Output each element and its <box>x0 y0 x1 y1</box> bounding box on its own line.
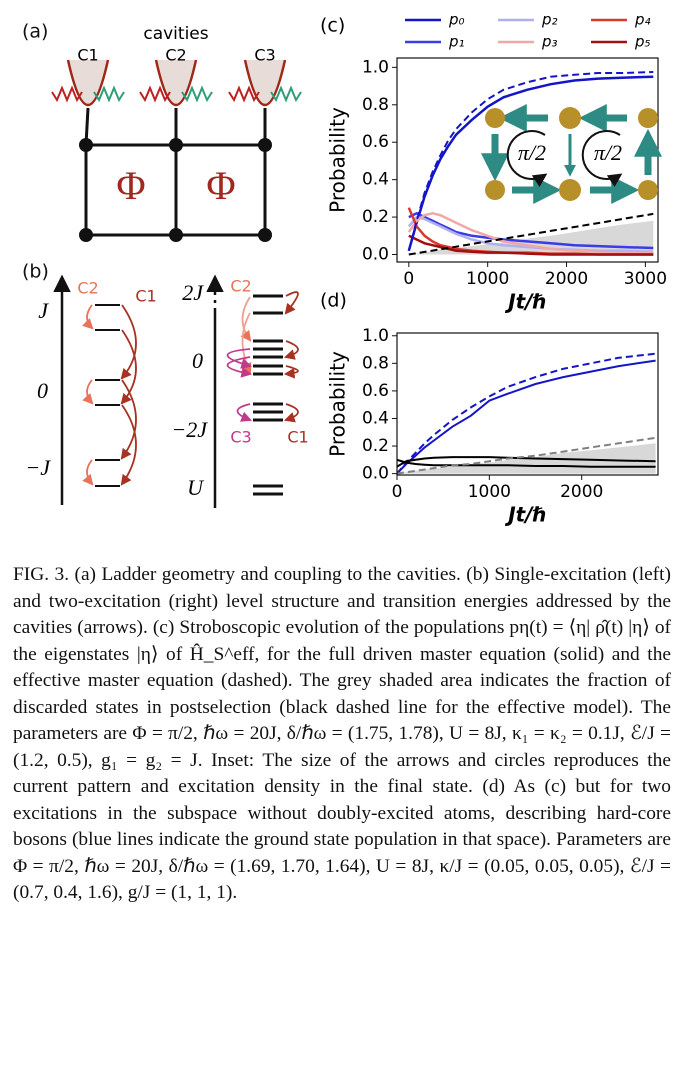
caption: FIG. 3. (a) Ladder geometry and coupling… <box>13 564 671 903</box>
current-arrows <box>481 104 662 204</box>
panel-label: (c) <box>320 15 345 37</box>
y-tick-label: 0.8 <box>362 353 389 373</box>
energy-label: U <box>187 475 205 500</box>
cavity-wells <box>66 59 287 107</box>
levels <box>253 294 283 496</box>
effective-line <box>397 436 656 475</box>
cavity-label: C1 <box>77 46 98 65</box>
series-line <box>407 212 654 254</box>
energy-label: 2J <box>182 280 204 305</box>
cavity-label: C2 <box>77 279 98 298</box>
y-tick-label: 1.0 <box>362 57 389 77</box>
x-tick-label: 0 <box>392 482 403 502</box>
energy-label: 0 <box>37 378 48 403</box>
sites <box>79 138 272 242</box>
x-tick-label: 2000 <box>560 482 603 502</box>
cavity-label: C1 <box>135 287 156 306</box>
plot-frame <box>396 332 659 476</box>
y-tick-label: 0.2 <box>362 436 389 456</box>
y-tick-label: 0.6 <box>362 381 389 401</box>
y-tick-label: 0.4 <box>362 170 389 190</box>
panel-a: (a) cavities C1 C2 C3 Φ Φ <box>22 21 302 242</box>
plot-area: 0.0 0.2 0.4 0.6 0.8 1.0 0 1000 2000 3000 Jt/ℏ Proba… <box>320 11 667 314</box>
x-tick-label: 1000 <box>468 482 511 502</box>
effective-line <box>407 71 654 252</box>
effective-line <box>408 212 654 256</box>
y-axis-label: Probability <box>326 107 350 213</box>
y-tick-label: 0.0 <box>362 464 389 484</box>
y-tick-label: 1.0 <box>362 326 389 346</box>
effective-line <box>397 352 656 475</box>
cavity-label: C3 <box>254 46 275 65</box>
legend-label: p₄ <box>634 11 651 29</box>
effective-line <box>397 458 656 468</box>
panel-label: (b) <box>22 261 49 283</box>
energy-label: −2J <box>171 417 208 442</box>
y-tick-label: 0.8 <box>362 95 389 115</box>
x-tick-label: 3000 <box>624 269 667 289</box>
plot-marks <box>397 352 656 475</box>
legend-label: p₃ <box>541 33 558 51</box>
plot-marks <box>407 71 654 256</box>
plot-frame <box>396 57 659 263</box>
photon-waves <box>51 85 302 103</box>
panel-label: (a) <box>22 21 48 43</box>
ladder <box>84 107 267 237</box>
transition-arrows <box>226 291 299 423</box>
cavity-label: C2 <box>165 46 186 65</box>
legend-label: p₅ <box>634 33 651 51</box>
series-line <box>408 211 654 250</box>
effective-line <box>397 359 656 475</box>
x-axis-label: Jt/ℏ <box>504 503 547 527</box>
y-tick-label: 0.4 <box>362 408 389 428</box>
cavities-title: cavities <box>143 24 208 44</box>
x-axis-label: Jt/ℏ <box>504 290 547 314</box>
legend-label: p₁ <box>448 33 465 51</box>
flux-label: Φ <box>206 163 235 208</box>
figure: (a) cavities C1 C2 C3 Φ Φ (b) J 0 −J C2 … <box>22 11 667 527</box>
inset-label: π/2 <box>594 140 622 165</box>
x-tick-label: 2000 <box>545 269 588 289</box>
effective-line <box>397 456 656 468</box>
transition-arrows <box>82 304 137 486</box>
y-axis-label: Probability <box>326 351 350 457</box>
levels <box>95 304 120 487</box>
cavity-label: C2 <box>230 277 251 296</box>
inset-label: π/2 <box>518 140 546 165</box>
energy-label: J <box>38 298 49 323</box>
x-tick-label: 0 <box>403 269 414 289</box>
inset: π/2 π/2 <box>481 104 662 204</box>
panel-label: (d) <box>320 290 347 312</box>
series-line <box>407 75 654 252</box>
y-tick-label: 0.6 <box>362 132 389 152</box>
plot-area: 0.0 0.2 0.4 0.6 0.8 1.0 0 1000 2000 Jt/ℏ Probabili… <box>320 290 659 527</box>
y-tick-label: 0.0 <box>362 245 389 265</box>
y-tick-label: 0.2 <box>362 207 389 227</box>
legend-label: p₀ <box>448 11 465 29</box>
legend-label: p₂ <box>541 11 558 29</box>
flux-label: Φ <box>116 163 145 208</box>
x-tick-label: 1000 <box>466 269 509 289</box>
cavity-label: C1 <box>287 428 308 447</box>
cavity-label: C3 <box>230 428 251 447</box>
panel-b: (b) J 0 −J C2 C1 2J 0 −2J U C2 C3 C1 <box>22 261 309 508</box>
energy-label: −J <box>25 455 51 480</box>
flux-circles <box>506 130 623 188</box>
series-line <box>408 234 654 256</box>
energy-label: 0 <box>192 348 203 373</box>
density-circles <box>485 107 658 201</box>
